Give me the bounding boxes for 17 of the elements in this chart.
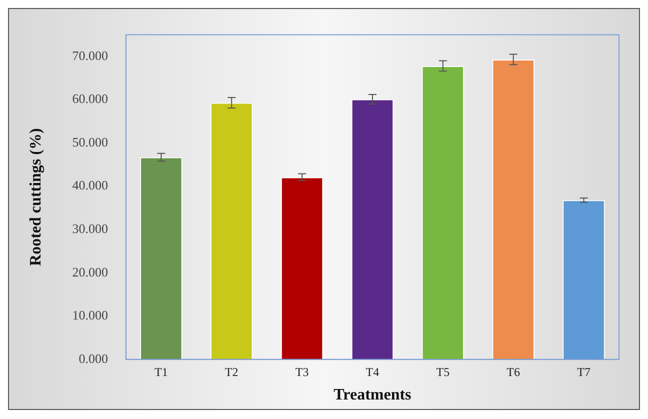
y-axis-title: Rooted cuttings (%) <box>28 128 45 266</box>
y-tick-label: 10.000 <box>72 308 108 323</box>
x-tick-label: T3 <box>295 364 309 379</box>
y-tick-label: 40.000 <box>72 178 108 193</box>
x-tick-label: T5 <box>436 364 450 379</box>
x-tick-label: T7 <box>577 364 590 379</box>
y-tick-label: 50.000 <box>72 134 108 150</box>
y-tick-label: 30.000 <box>72 220 108 236</box>
y-tick-label: 0.000 <box>78 350 108 366</box>
x-tick-label: T4 <box>366 364 380 379</box>
x-axis-title: Treatments <box>334 386 412 404</box>
y-tick-label: 20.000 <box>72 264 108 280</box>
y-tick-label: 70.000 <box>72 48 108 63</box>
x-tick-label: T6 <box>506 364 520 379</box>
y-tick-label: 60.000 <box>72 91 108 106</box>
x-tick-label: T1 <box>154 364 168 379</box>
x-tick-label: T2 <box>224 364 238 379</box>
